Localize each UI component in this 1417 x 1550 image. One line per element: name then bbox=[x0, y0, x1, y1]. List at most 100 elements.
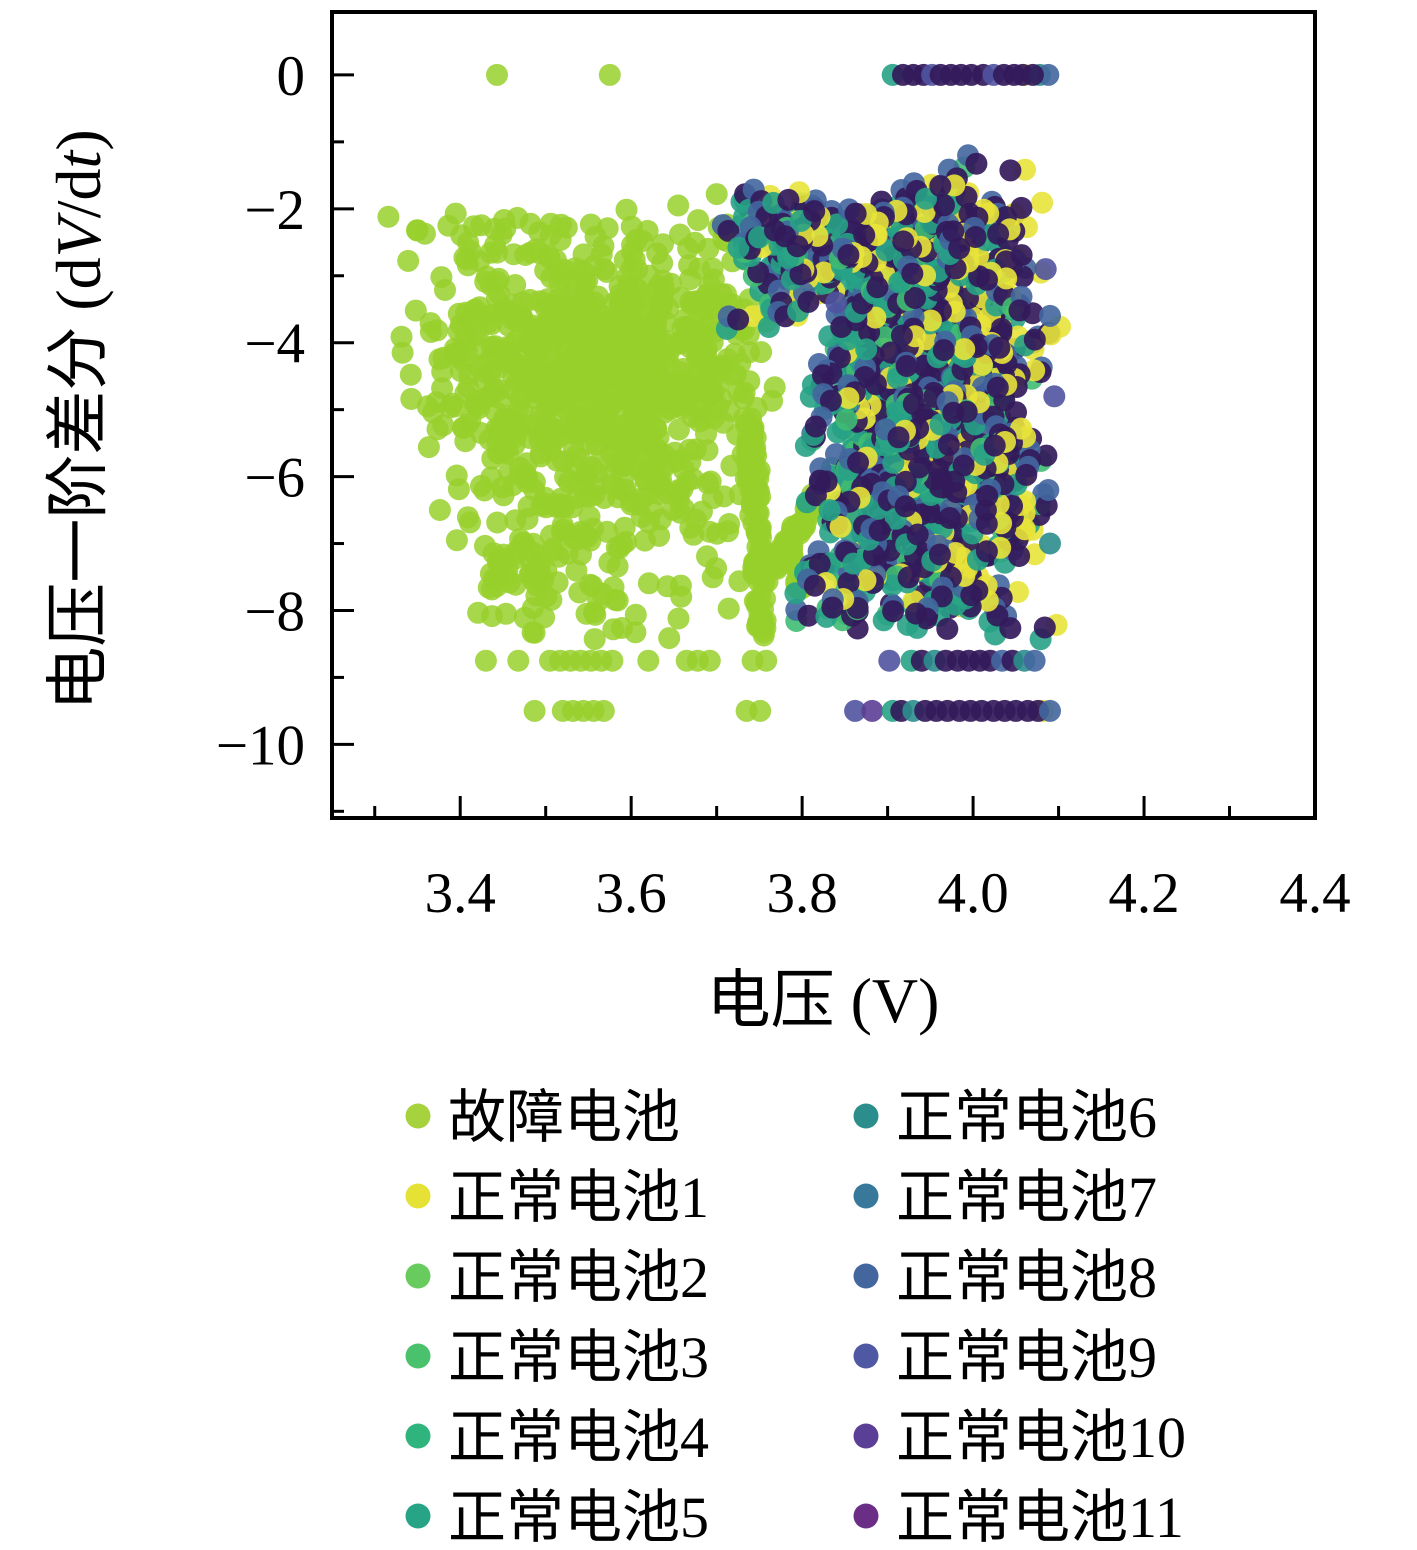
scatter-point bbox=[983, 434, 1006, 457]
scatter-point bbox=[658, 353, 681, 376]
scatter-point bbox=[483, 217, 506, 240]
scatter-point bbox=[789, 263, 812, 286]
scatter-point bbox=[970, 353, 993, 376]
scatter-point bbox=[426, 319, 449, 342]
scatter-point bbox=[933, 194, 955, 217]
scatter-point bbox=[1039, 304, 1061, 327]
scatter-point bbox=[1031, 191, 1054, 214]
plot-area: 3.4 3.6 3.8 4.0 4.2 4.4 0 −2 −4 −6 −8 −10 bbox=[216, 10, 1351, 925]
scatter-point bbox=[399, 363, 422, 386]
x-tick-label: 4.0 bbox=[937, 862, 1008, 925]
scatter-point bbox=[699, 401, 721, 424]
scatter-point bbox=[455, 248, 478, 271]
scatter-point bbox=[572, 243, 595, 266]
scatter-point bbox=[741, 490, 764, 513]
scatter-point bbox=[727, 236, 750, 259]
scatter-point bbox=[593, 258, 616, 281]
scatter-point bbox=[479, 241, 502, 264]
legend-label: 正常电池7 bbox=[896, 1165, 1157, 1230]
scatter-point bbox=[462, 215, 485, 238]
scatter-point bbox=[995, 250, 1018, 273]
scatter-point bbox=[583, 628, 606, 651]
scatter-point bbox=[727, 308, 750, 331]
scatter-point bbox=[847, 451, 869, 474]
scatter-point bbox=[492, 484, 515, 507]
scatter-point bbox=[452, 417, 475, 439]
scatter-point bbox=[426, 418, 449, 441]
scatter-point bbox=[854, 569, 877, 592]
scatter-point bbox=[821, 596, 844, 619]
scatter-point bbox=[915, 187, 937, 210]
legend-label: 正常电池5 bbox=[448, 1485, 709, 1550]
legend-swatch-icon bbox=[853, 1183, 879, 1209]
scatter-point bbox=[976, 268, 998, 291]
scatter-point bbox=[555, 216, 578, 239]
scatter-point bbox=[576, 526, 599, 548]
legend-swatch-icon bbox=[405, 1183, 431, 1209]
scatter-point bbox=[515, 452, 538, 475]
scatter-point bbox=[976, 484, 999, 507]
scatter-point bbox=[473, 387, 496, 410]
scatter-point bbox=[897, 566, 920, 589]
scatter-point bbox=[669, 501, 692, 524]
scatter-point bbox=[481, 447, 504, 470]
scatter-point bbox=[745, 444, 768, 467]
scatter-point bbox=[535, 585, 558, 608]
scatter-point bbox=[487, 267, 510, 290]
scatter-point bbox=[624, 603, 647, 626]
scatter-point bbox=[855, 338, 878, 361]
x-axis-label: 电压 (V) bbox=[707, 965, 940, 1036]
legend-item: 正常电池2 bbox=[405, 1245, 709, 1310]
scatter-point bbox=[670, 585, 693, 608]
scatter-point bbox=[430, 266, 453, 289]
scatter-point bbox=[837, 244, 860, 266]
scatter-point bbox=[837, 387, 860, 410]
scatter-point bbox=[519, 212, 542, 235]
scatter-point bbox=[615, 198, 638, 221]
scatter-point bbox=[895, 355, 918, 377]
scatter-point bbox=[609, 453, 632, 476]
legend-item: 正常电池3 bbox=[405, 1325, 709, 1390]
x-tick-label: 4.2 bbox=[1108, 862, 1179, 925]
legend-item: 正常电池4 bbox=[405, 1405, 709, 1470]
scatter-point bbox=[496, 345, 519, 367]
scatter-point bbox=[417, 436, 440, 459]
scatter-point bbox=[447, 478, 470, 501]
scatter-point bbox=[929, 175, 952, 198]
scatter-point bbox=[804, 415, 827, 438]
scatter-point bbox=[623, 248, 646, 271]
scatter-point bbox=[572, 474, 595, 496]
legend-item: 正常电池9 bbox=[853, 1325, 1157, 1390]
scatter-point bbox=[797, 290, 820, 313]
scatter-point bbox=[906, 523, 929, 546]
scatter-point bbox=[681, 405, 704, 428]
scatter-point bbox=[541, 348, 564, 370]
scatter-point bbox=[615, 359, 638, 382]
scatter-point bbox=[687, 209, 710, 232]
scatter-point bbox=[589, 407, 611, 430]
scatter-point bbox=[533, 606, 556, 629]
legend-swatch-icon bbox=[405, 1343, 431, 1369]
scatter-point bbox=[592, 235, 615, 257]
scatter-point bbox=[904, 287, 926, 309]
scatter-point bbox=[651, 233, 674, 256]
scatter-point bbox=[825, 291, 848, 314]
legend-item: 正常电池5 bbox=[405, 1485, 709, 1550]
scatter-point bbox=[960, 584, 983, 607]
scatter-point bbox=[737, 471, 760, 494]
scatter-point bbox=[1037, 479, 1060, 501]
y-tick-label: −10 bbox=[216, 714, 305, 777]
scatter-point bbox=[928, 543, 951, 566]
scatter-point bbox=[633, 529, 656, 552]
scatter-point bbox=[456, 506, 479, 529]
scatter-point bbox=[964, 226, 987, 248]
y-tick-label: −4 bbox=[244, 313, 305, 376]
x-tick-label: 3.6 bbox=[596, 862, 667, 925]
scatter-point bbox=[938, 507, 961, 529]
scatter-point bbox=[905, 602, 928, 625]
scatter-point bbox=[699, 360, 722, 383]
scatter-point bbox=[696, 439, 719, 462]
scatter-point bbox=[986, 376, 1009, 399]
